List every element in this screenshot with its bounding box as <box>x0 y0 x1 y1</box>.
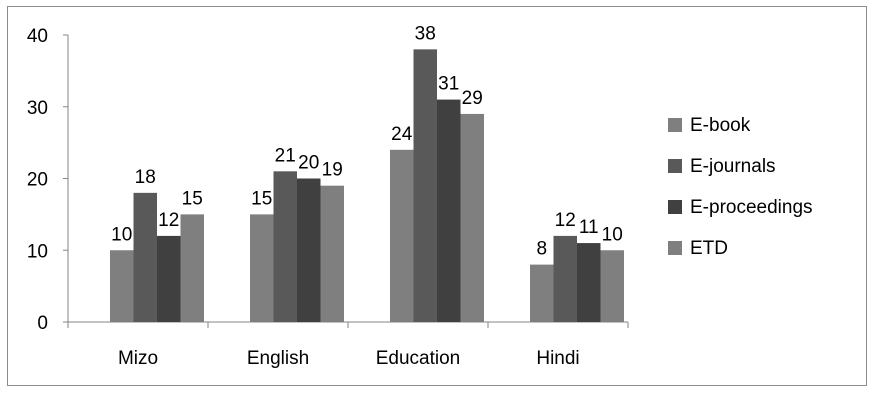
bar <box>320 185 344 322</box>
y-tick-label: 10 <box>27 241 48 262</box>
x-tick-label: Hindi <box>536 348 579 369</box>
data-label: 15 <box>182 188 203 209</box>
data-label: 18 <box>135 167 156 188</box>
y-tick-label: 0 <box>37 313 48 334</box>
data-label: 38 <box>415 23 436 44</box>
x-tick-label: Mizo <box>118 348 158 369</box>
bar <box>250 214 274 322</box>
data-label: 8 <box>536 239 547 260</box>
x-tick-label: English <box>247 348 309 369</box>
bar <box>133 192 157 322</box>
data-label: 31 <box>438 74 459 95</box>
data-label: 19 <box>322 160 343 181</box>
bar <box>273 171 297 322</box>
bar <box>110 250 134 322</box>
bar <box>297 178 321 322</box>
legend-swatch <box>668 118 682 132</box>
legend-label: E-book <box>690 115 751 136</box>
bar <box>600 250 624 322</box>
y-tick-label: 20 <box>27 170 48 191</box>
bar <box>530 264 554 322</box>
data-label: 12 <box>555 210 576 231</box>
x-tick-label: Education <box>376 348 461 369</box>
data-label: 12 <box>158 210 179 231</box>
bars <box>110 49 624 322</box>
bar <box>390 149 414 322</box>
data-label: 10 <box>602 224 623 245</box>
y-tick-label: 40 <box>27 26 48 47</box>
bar <box>413 49 437 322</box>
data-label: 15 <box>251 188 272 209</box>
legend-swatch <box>668 241 682 255</box>
bar <box>553 235 577 322</box>
data-label: 24 <box>391 124 413 145</box>
data-label: 29 <box>462 88 483 109</box>
data-label: 11 <box>579 217 599 238</box>
bar <box>437 99 461 322</box>
data-label: 21 <box>275 145 296 166</box>
data-label: 20 <box>298 153 319 174</box>
legend-swatch <box>668 159 682 173</box>
legend-label: ETD <box>690 238 728 259</box>
bar <box>460 113 484 322</box>
data-label: 10 <box>111 224 132 245</box>
bar <box>180 214 204 322</box>
y-tick-label: 30 <box>27 98 48 119</box>
legend-label: E-proceedings <box>690 197 813 218</box>
legend: E-book E-journals E-proceedings ETD <box>668 115 813 259</box>
legend-label: E-journals <box>690 156 776 177</box>
bar <box>157 235 181 322</box>
bar <box>577 243 601 322</box>
legend-swatch <box>668 200 682 214</box>
